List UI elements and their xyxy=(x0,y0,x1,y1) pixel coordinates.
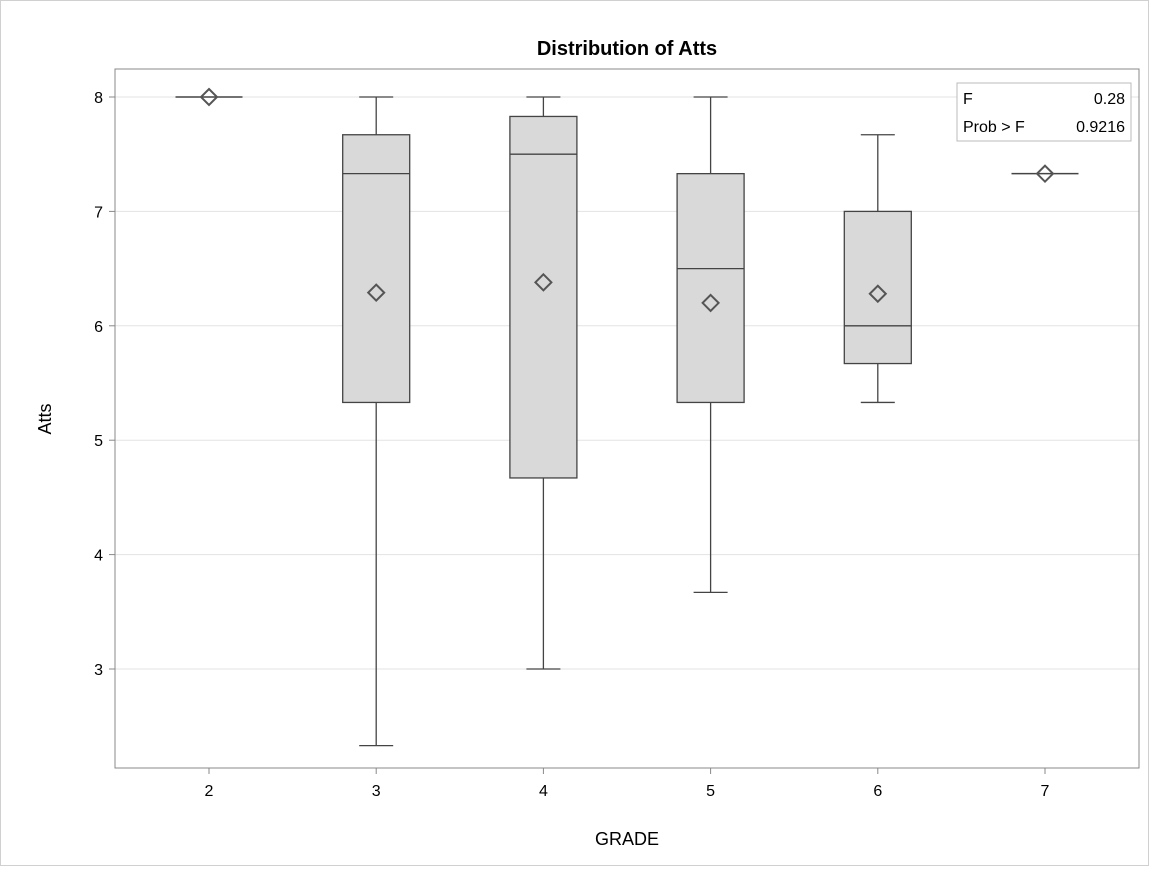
x-axis: 2 3 4 5 6 7 xyxy=(205,768,1050,800)
box-group xyxy=(1011,164,1079,184)
box-group xyxy=(175,87,243,107)
stat-label-f: F xyxy=(963,91,973,108)
y-tick-label: 3 xyxy=(94,662,103,679)
box-group xyxy=(843,134,912,404)
x-axis-label: GRADE xyxy=(595,829,659,849)
y-tick-label: 7 xyxy=(94,204,103,221)
box-group xyxy=(509,96,578,670)
y-axis: 3 4 5 6 7 8 xyxy=(94,90,115,679)
box xyxy=(342,134,411,404)
mean-marker xyxy=(199,87,219,107)
y-tick-label: 5 xyxy=(94,433,103,450)
x-tick-label: 5 xyxy=(706,783,715,800)
y-tick-label: 8 xyxy=(94,90,103,107)
stats-inset-box xyxy=(956,82,1132,142)
x-tick-label: 6 xyxy=(873,783,882,800)
x-tick-label: 7 xyxy=(1041,783,1050,800)
box-group xyxy=(342,96,411,747)
boxes-layer xyxy=(175,87,1079,747)
mean-marker xyxy=(868,284,888,304)
box xyxy=(509,115,578,479)
mean-marker xyxy=(701,293,721,313)
x-tick-label: 2 xyxy=(205,783,214,800)
y-axis-label: Atts xyxy=(35,403,55,434)
stat-value-prob: 0.9216 xyxy=(1076,119,1125,136)
y-tick-label: 4 xyxy=(94,548,103,565)
mean-marker xyxy=(1035,164,1055,184)
plot-area xyxy=(114,68,1140,769)
box xyxy=(843,210,912,365)
x-tick-label: 4 xyxy=(539,783,548,800)
mean-marker xyxy=(533,272,553,292)
stat-label-prob: Prob > F xyxy=(963,119,1025,136)
mean-marker xyxy=(366,283,386,303)
box xyxy=(676,172,745,404)
stats-inset: F 0.28 Prob > F 0.9216 xyxy=(956,82,1132,142)
chart-title: Distribution of Atts xyxy=(537,38,717,60)
x-tick-label: 3 xyxy=(372,783,381,800)
grid-lines xyxy=(115,96,1139,670)
box-group xyxy=(676,96,745,594)
stat-value-f: 0.28 xyxy=(1094,91,1125,108)
y-tick-label: 6 xyxy=(94,319,103,336)
